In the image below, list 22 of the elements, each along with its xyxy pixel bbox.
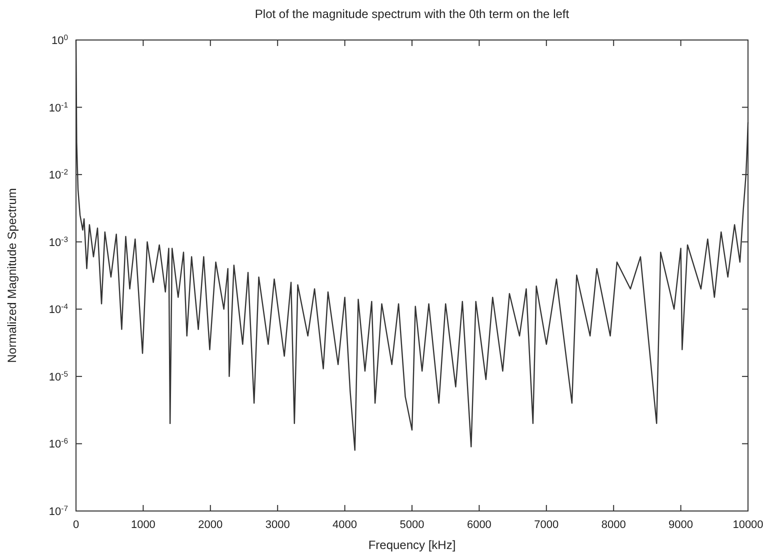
x-tick-label: 10000 [732,519,763,531]
y-axis-title: Normalized Magnitude Spectrum [5,188,19,363]
y-tick-label: 10$^{0}$ [51,32,68,47]
x-tick-label: 9000 [668,519,694,531]
y-tick-label: 10$^{-1}$ [48,100,68,114]
y-tick-label: 10$^{-3}$ [48,234,68,249]
y-tick-label: 10$^{-6}$ [48,436,68,451]
y-tick-label: 10$^{-2}$ [48,167,68,182]
y-tick-label: 10$^{-5}$ [48,368,68,384]
x-tick-label: 3000 [265,519,290,531]
y-tick-label: 10$^{-4}$ [48,302,69,316]
x-tick-label: 6000 [466,519,492,531]
x-tick-label: 7000 [534,519,559,531]
x-tick-label: 2000 [198,519,223,531]
chart-title: Plot of the magnitude spectrum with the 0th term on the left [254,7,570,21]
x-tick-label: 8000 [601,519,626,531]
x-tick-label: 1000 [130,519,156,531]
x-axis-title: Frequency [kHz] [368,538,456,552]
y-tick-label: 10$^{-7}$ [48,504,68,518]
x-tick-label: 4000 [332,519,358,531]
x-tick-label: 0 [72,519,80,531]
x-tick-label: 5000 [400,519,424,531]
